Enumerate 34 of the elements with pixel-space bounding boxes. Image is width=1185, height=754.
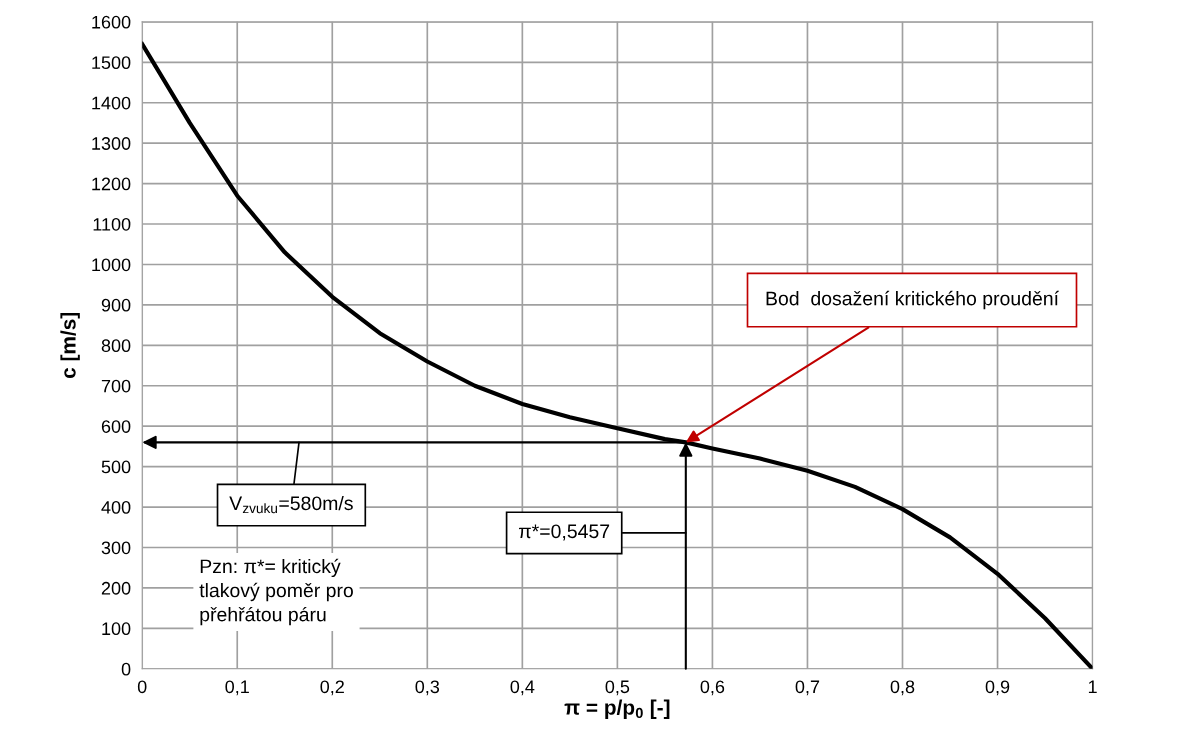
- y-axis-title: c [m/s]: [60, 312, 80, 379]
- x-tick-label: 0,8: [890, 680, 915, 696]
- x-tick-label: 0: [137, 680, 147, 694]
- y-tick-label: 500: [101, 460, 131, 474]
- x-tick-label: 0,5: [605, 680, 630, 696]
- annotation: V$_{zvuku}$=580m/s: [229, 495, 353, 514]
- y-tick-label: 1000: [92, 258, 131, 272]
- y-tick-label: 1200: [92, 177, 131, 191]
- x-tick-label: 0,1: [225, 680, 249, 696]
- y-tick-label: 100: [102, 622, 131, 636]
- y-tick-label: 1600: [92, 15, 131, 29]
- y-tick-label: 900: [101, 298, 131, 312]
- y-tick-label: 400: [101, 501, 131, 514]
- x-tick-label: 1: [1088, 680, 1097, 693]
- y-tick-label: 600: [101, 420, 131, 433]
- x-axis-title: π = p/p$_{0}$ [-]: [564, 699, 670, 719]
- y-tick-label: 1100: [93, 217, 131, 231]
- x-tick-label: 0,7: [795, 680, 820, 696]
- y-tick-label: 700: [101, 379, 131, 393]
- y-tick-label: 800: [101, 339, 131, 353]
- y-tick-label: 1300: [92, 137, 131, 150]
- x-tick-label: 0,2: [320, 680, 344, 696]
- y-tick-label: 200: [101, 581, 131, 595]
- y-tick-label: 1500: [92, 56, 131, 70]
- annotation: π*=0,5457: [519, 524, 610, 541]
- x-tick-label: 0,6: [700, 680, 725, 696]
- x-tick-label: 0,4: [510, 680, 535, 696]
- x-tick-label: 0,9: [985, 680, 1010, 696]
- annotation: Pzn: π*= kritický tlakový poměr pro přehřátou páru: [199, 558, 353, 626]
- y-tick-label: 1400: [92, 96, 131, 110]
- y-tick-label: 0: [121, 662, 131, 676]
- x-tick-label: 0,3: [415, 680, 440, 696]
- annotation: Bod dosažení kritického proudění: [766, 290, 1059, 310]
- y-tick-label: 300: [101, 541, 131, 555]
